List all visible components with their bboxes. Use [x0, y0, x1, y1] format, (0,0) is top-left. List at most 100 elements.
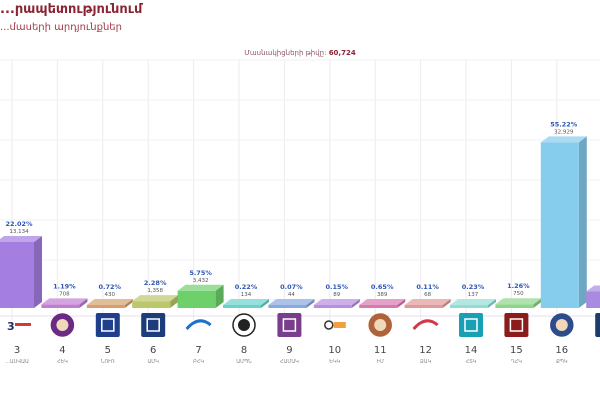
bar — [86, 305, 125, 308]
x-tick-label: 12 — [419, 345, 432, 356]
party-14-logo — [459, 313, 483, 337]
party-17-logo — [595, 313, 600, 337]
bar-vote-label: 134 — [241, 292, 252, 298]
party-3-logo-stripe — [15, 323, 31, 326]
bar-side — [170, 295, 179, 308]
bar-top — [268, 299, 315, 305]
party-16-logo — [550, 313, 574, 337]
bar-percent-label: 0.23% — [462, 283, 485, 291]
bar-percent-label: 0.07% — [280, 283, 303, 291]
logo-inner — [555, 319, 568, 331]
bar-top — [313, 299, 360, 305]
bar-group: 1.19%708 — [41, 282, 88, 308]
x-tick-label: 16 — [555, 345, 568, 356]
party-9-logo — [277, 313, 302, 337]
logo-swoosh — [185, 319, 212, 331]
bar-top — [495, 298, 542, 305]
party-abbr-label: ՀԵԿ — [57, 359, 68, 365]
logo-square — [459, 313, 483, 337]
logo-inner — [56, 319, 69, 331]
x-tick-label: 15 — [510, 345, 523, 356]
bar — [177, 290, 216, 308]
participants-count: Մասնակիցների թիվը: 60,724 — [0, 49, 600, 57]
bar-vote-label: 1,358 — [147, 288, 163, 294]
bar-side — [488, 299, 496, 308]
bar-group: 0.23%137 — [450, 283, 496, 308]
logo-square — [95, 313, 120, 337]
logo-swoosh — [412, 319, 439, 331]
party-abbr-label: ԲՀԿ — [193, 359, 204, 365]
party-abbr-label: ՁԱԿ — [420, 359, 432, 365]
bar — [540, 142, 579, 308]
bar-vote-label: 68 — [424, 292, 431, 298]
party-abbr-label: ԻՄ — [376, 359, 383, 365]
bar-group — [586, 285, 600, 308]
bar-percent-label: 0.11% — [416, 283, 439, 291]
bar-vote-label: 750 — [513, 291, 524, 297]
bar-group: 0.65%389 — [359, 283, 406, 308]
bar — [132, 301, 171, 308]
party-abbr-label: ԱՄԿ — [147, 359, 159, 365]
bar — [268, 305, 307, 308]
logo-emblem — [101, 318, 115, 332]
party-11-logo — [368, 313, 392, 337]
bar — [450, 305, 488, 308]
bar-vote-label: 708 — [59, 291, 70, 297]
party-abbr-label: ...ԱՍՎԱԱ — [5, 359, 29, 365]
bar-group: 5.75%3,432 — [177, 269, 224, 308]
bar-side — [351, 299, 360, 308]
party-3-logo: 3 — [7, 320, 31, 333]
bar — [41, 304, 80, 308]
x-axis-labels: 3 ...ԱՍՎԱԱ 4 ՀԵԿ 5 ՆՈՒՌ 6 ԱՄԿ 7 ԲՀԿ 8 ԱՄՊՆ 9 ՀԱՄԱԿ 10 Ե… — [5, 345, 568, 365]
x-tick-label: 14 — [465, 345, 478, 356]
bar-group: 0.15%89 — [313, 283, 360, 308]
bar-top — [41, 298, 88, 305]
x-tick-label: 10 — [328, 345, 341, 356]
logo-inner — [374, 319, 387, 331]
party-6-logo — [141, 313, 166, 337]
bar-vote-label: 430 — [105, 292, 116, 298]
party-abbr-label: ՀԱՄԱԿ — [280, 359, 299, 365]
party-abbr-label: ԵԿԿ — [329, 359, 340, 365]
bar-top — [359, 299, 406, 305]
logo-bar — [333, 322, 346, 328]
bar-percent-label: 0.15% — [326, 283, 349, 291]
bar-top — [86, 299, 133, 305]
bar-side — [442, 299, 451, 308]
bar — [0, 241, 34, 308]
party-7-logo — [185, 319, 212, 331]
bar-percent-label: 22.02% — [5, 220, 33, 228]
bar-percent-label: 0.65% — [371, 283, 394, 291]
bar-group: 0.11%68 — [404, 283, 451, 308]
bar-percent-label: 5.75% — [189, 269, 212, 277]
bar-side — [306, 299, 315, 308]
bar-vote-label: 44 — [288, 292, 295, 298]
bar-side — [261, 299, 269, 308]
logo-square — [141, 313, 166, 337]
party-abbr-label: ՔՊԿ — [556, 359, 568, 365]
bar-side — [578, 136, 587, 308]
participants-value: 60,724 — [328, 49, 356, 57]
participants-label: Մասնակիցների թիվը: — [244, 49, 327, 57]
bar-group: 0.07%44 — [268, 283, 315, 308]
logo-square — [504, 313, 529, 337]
bar-percent-label: 2.28% — [144, 279, 167, 287]
bar-top — [0, 235, 42, 242]
logo-emblem — [464, 318, 478, 332]
x-tick-label: 8 — [241, 345, 247, 356]
party-abbr-label: ՂՀԿ — [511, 359, 522, 365]
bar-percent-label: 1.19% — [53, 282, 76, 290]
bar-side — [124, 299, 133, 308]
bar — [223, 305, 261, 308]
bar — [359, 305, 398, 308]
party-15-logo — [504, 313, 529, 337]
bar-side — [215, 284, 224, 308]
bar-group: 55.22%32,929 — [540, 120, 587, 308]
logo-emblem — [509, 318, 524, 332]
bar-group: 0.72%430 — [86, 283, 133, 308]
page-subtitle: ...մասերի արդյունքներ — [0, 22, 122, 33]
party-3-logo-mark: 3 — [7, 320, 15, 333]
bar-percent-label: 0.72% — [99, 283, 122, 291]
logo-square — [277, 313, 302, 337]
bar-vote-label: 137 — [468, 292, 479, 298]
